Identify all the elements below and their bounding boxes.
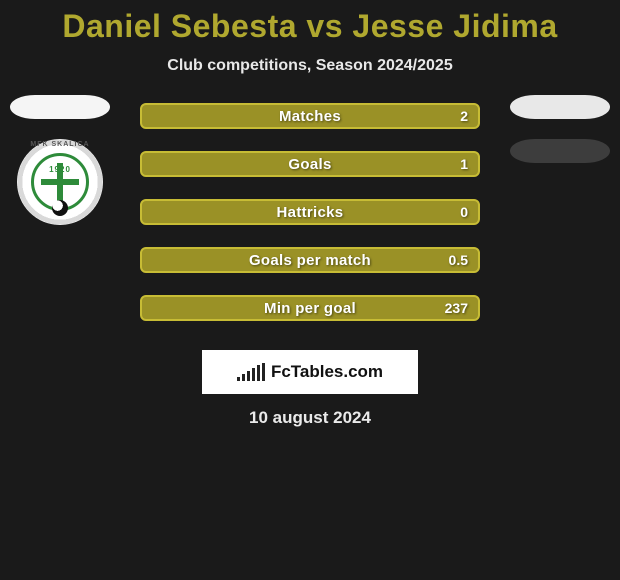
stat-bar: Goals per match 0.5: [140, 247, 480, 273]
brand-box: FcTables.com: [202, 350, 418, 394]
stat-value-right: 0.5: [449, 252, 468, 268]
club-year: 1920: [34, 165, 86, 174]
brand-text: FcTables.com: [271, 362, 383, 382]
stat-value-right: 1: [460, 156, 468, 172]
stat-value-right: 237: [445, 300, 468, 316]
stat-value-right: 0: [460, 204, 468, 220]
brand-bar-icon-segment: [237, 377, 240, 381]
stat-bar: Hattricks 0: [140, 199, 480, 225]
stat-label: Hattricks: [277, 204, 344, 221]
stat-value-right: 2: [460, 108, 468, 124]
soccer-ball-icon: [52, 200, 68, 216]
brand-bar-icon-segment: [242, 374, 245, 381]
player-right-flag: [510, 95, 610, 119]
stat-bar: Goals 1: [140, 151, 480, 177]
page-title: Daniel Sebesta vs Jesse Jidima: [0, 0, 620, 45]
player-left-club-badge: MFK SKALICA 1920: [17, 139, 103, 225]
stat-bars: Matches 2 Goals 1 Hattricks 0 Goals per match 0…: [140, 103, 480, 321]
brand-bar-icon-segment: [252, 368, 255, 381]
brand-bar-icon-segment: [262, 363, 265, 381]
player-right-club-placeholder: [510, 139, 610, 163]
stat-bar: Min per goal 237: [140, 295, 480, 321]
stat-label: Goals per match: [249, 252, 371, 269]
player-right-column: [510, 95, 610, 163]
stat-label: Goals: [288, 156, 331, 173]
player-left-flag: [10, 95, 110, 119]
snapshot-date: 10 august 2024: [0, 408, 620, 428]
stat-label: Matches: [279, 108, 341, 125]
club-name-text: MFK SKALICA: [17, 141, 103, 148]
stat-label: Min per goal: [264, 300, 356, 317]
brand-barchart-icon: [237, 363, 265, 381]
stat-bar: Matches 2: [140, 103, 480, 129]
brand-bar-icon-segment: [247, 371, 250, 381]
brand-bar-icon-segment: [257, 365, 260, 381]
subtitle: Club competitions, Season 2024/2025: [0, 57, 620, 75]
player-left-column: MFK SKALICA 1920: [10, 95, 110, 225]
